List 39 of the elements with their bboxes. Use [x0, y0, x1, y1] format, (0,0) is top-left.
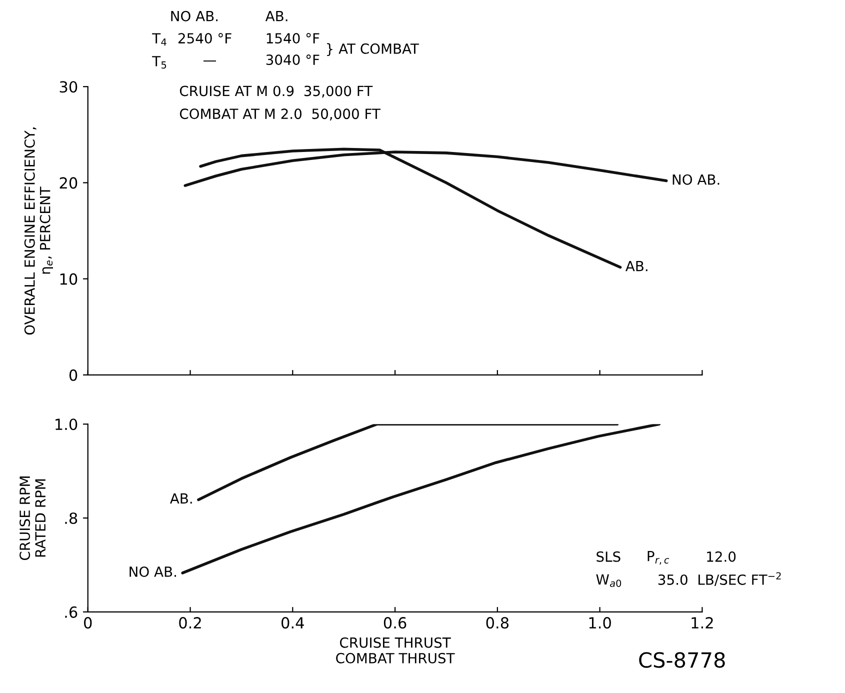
series-label: AB. [170, 493, 192, 504]
x-tick-label: 0.2 [179, 617, 201, 629]
y-tick-label: 30 [60, 81, 78, 93]
y-tick-label: 1.0 [56, 418, 78, 430]
line-series [197, 424, 619, 502]
text: 1540 °F [266, 33, 320, 44]
y-axis-title: OVERALL ENGINE EFFICIENCY, η$_{e}$, PERCENT [24, 128, 54, 335]
y-axis-title: CRUISE RPM RATED RPM [20, 476, 46, 560]
annotation: CRUISE AT M 0.9 35,000 FT [180, 86, 373, 98]
y-tick-label: 20 [60, 177, 78, 189]
x-axis-title: CRUISE THRUST COMBAT THRUST [336, 637, 455, 664]
annotation: COMBAT AT M 2.0 50,000 FT [180, 108, 381, 120]
series-label: NO AB. [672, 174, 720, 185]
y-tick-label: .6 [65, 606, 78, 618]
text: 2540 °F [178, 33, 232, 44]
series-label: AB. [626, 260, 648, 272]
x-tick-label: 0.4 [282, 617, 304, 629]
annotation: 35.0 LB/SEC FT$^{−2}$ [658, 572, 781, 586]
y-tick-label: .8 [65, 512, 78, 524]
text: 12.0 [707, 551, 736, 562]
annotation: P$_{r,c}$ [648, 551, 670, 565]
x-tick-label: 1.2 [692, 617, 713, 628]
annotation: SLS [596, 551, 620, 562]
x-tick-label: 1.0 [589, 617, 611, 629]
text: 3040 °F [266, 54, 320, 66]
text: — [203, 60, 216, 62]
y-tick-label: 10 [60, 273, 78, 285]
text: CS-8778 [639, 652, 725, 668]
text: AB. [265, 11, 288, 22]
annotation: W$_{a0}$ [596, 574, 622, 587]
y-tick-label: 0 [69, 369, 78, 381]
x-tick-label: 0.8 [486, 617, 509, 629]
x-tick-label: 0.6 [384, 617, 406, 629]
text: T$_{4}$ [152, 33, 166, 46]
text: NO AB. [171, 10, 218, 22]
text: T$_{5}$ [152, 56, 166, 69]
x-tick-label: 0 [84, 617, 92, 629]
series-label: NO AB. [130, 566, 176, 577]
text: } AT COMBAT [327, 43, 419, 56]
